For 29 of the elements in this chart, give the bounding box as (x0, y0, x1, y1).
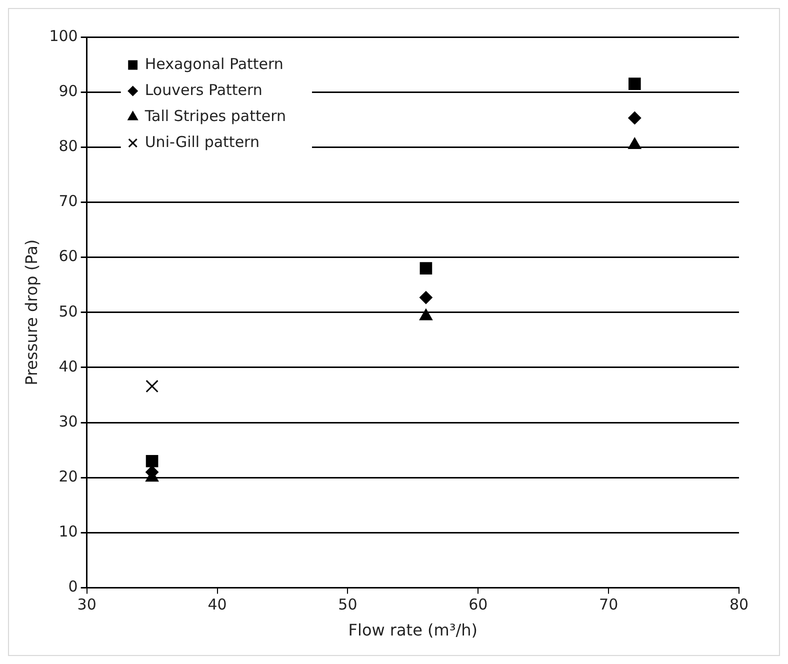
y-tick-label: 70 (58, 192, 78, 210)
legend-label: Tall Stripes pattern (144, 106, 286, 125)
point (628, 78, 641, 90)
y-tick-label: 30 (58, 412, 78, 430)
y-axis-title: Pressure drop (Pa) (22, 239, 41, 386)
y-tick-label: 20 (58, 468, 78, 486)
y-tick-label: 80 (58, 137, 78, 156)
y-tick-label: 50 (58, 302, 78, 320)
y-tick-label: 60 (58, 247, 78, 266)
x-tick-label: 40 (208, 596, 227, 614)
legend-label: Uni-Gill pattern (144, 132, 260, 151)
y-tick-label: 10 (58, 522, 78, 541)
x-tick-label: 30 (77, 596, 96, 614)
point (146, 380, 158, 393)
x-axis-title: Flow rate (m³/h) (348, 620, 478, 640)
point (420, 262, 432, 274)
point (628, 111, 642, 124)
y-tick-label: 90 (58, 82, 78, 100)
x-tick-label: 80 (729, 596, 749, 614)
y-tick-label: 0 (68, 578, 78, 596)
y-tick-label: 40 (58, 357, 78, 376)
point (419, 291, 432, 304)
x-tick-label: 50 (338, 596, 358, 614)
y-tick-label: 100 (49, 26, 78, 45)
point (146, 454, 158, 468)
x-tick-label: 70 (599, 596, 618, 614)
legend-label: Louvers Pattern (144, 80, 262, 99)
legend-label: Hexagonal Pattern (144, 54, 284, 73)
x-tick-label: 60 (468, 596, 488, 614)
